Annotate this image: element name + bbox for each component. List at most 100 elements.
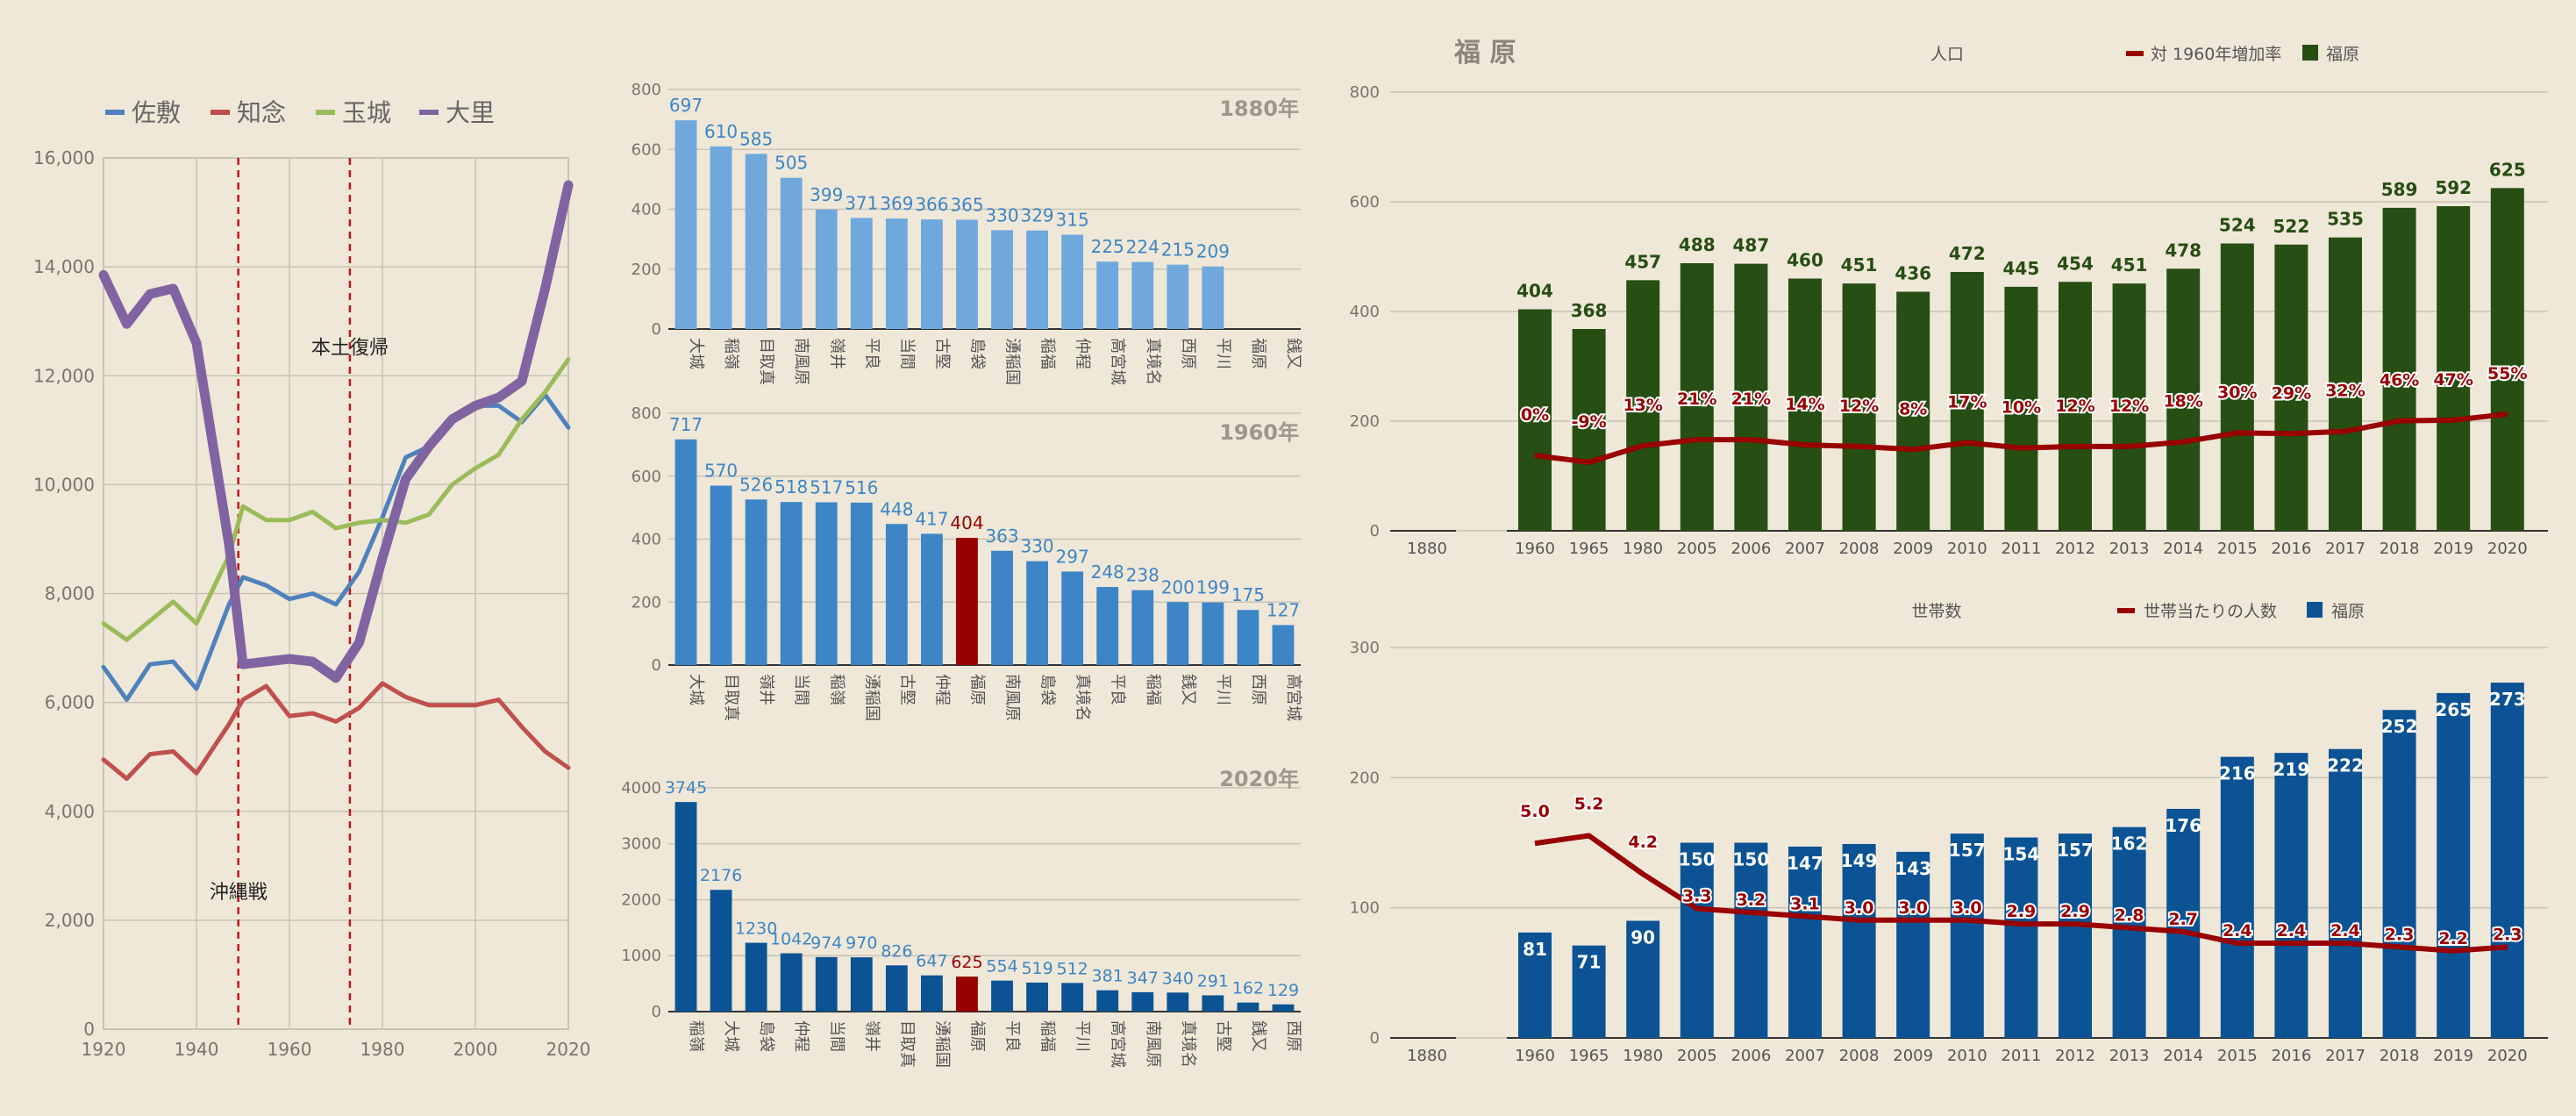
data-label: 445 bbox=[2003, 258, 2040, 279]
bar bbox=[780, 177, 803, 329]
rate-label: 55% bbox=[2487, 364, 2527, 383]
category-label: 2013 bbox=[2109, 540, 2150, 558]
category-label: 2014 bbox=[2163, 540, 2203, 558]
data-label: 150 bbox=[1679, 849, 1716, 870]
data-label: 589 bbox=[2381, 179, 2418, 200]
bar bbox=[2059, 282, 2092, 531]
data-label: 647 bbox=[916, 952, 947, 971]
rate-label: 0% bbox=[1521, 405, 1549, 425]
category-label: 平川 bbox=[1214, 674, 1232, 705]
category-label: 湧稲国 bbox=[932, 1020, 951, 1068]
per-household-label: 4.2 bbox=[1628, 833, 1658, 852]
data-label: 592 bbox=[2435, 177, 2472, 198]
category-label: 2018 bbox=[2380, 1047, 2420, 1065]
bar bbox=[2437, 692, 2471, 1038]
rate-label: 21% bbox=[1677, 390, 1716, 409]
per-household-label: 3.3 bbox=[1682, 887, 1712, 906]
chart-title: 1960年 bbox=[1219, 420, 1299, 445]
data-label: 436 bbox=[1895, 263, 1931, 284]
category-label: 2015 bbox=[2217, 540, 2258, 558]
category-label: 高宮城 bbox=[1109, 338, 1127, 385]
bar bbox=[1202, 602, 1224, 665]
bar bbox=[745, 942, 767, 1012]
category-label: 稲福 bbox=[1038, 338, 1057, 369]
data-label: 535 bbox=[2327, 209, 2364, 230]
category-label: 南風原 bbox=[1003, 674, 1022, 721]
data-label: 238 bbox=[1126, 565, 1160, 586]
rate-label: 30% bbox=[2217, 383, 2257, 402]
bar bbox=[780, 502, 803, 665]
bar bbox=[2490, 188, 2524, 531]
data-label: 368 bbox=[1571, 300, 1608, 321]
data-label: 517 bbox=[810, 477, 843, 498]
data-label: 1230 bbox=[735, 919, 777, 939]
series-line bbox=[1534, 411, 2508, 465]
category-label: 目取真 bbox=[722, 674, 740, 721]
bar bbox=[2004, 837, 2038, 1038]
data-label: 369 bbox=[880, 193, 913, 214]
category-label: 西原 bbox=[1249, 674, 1267, 705]
data-label: 222 bbox=[2327, 755, 2364, 776]
series-line bbox=[101, 392, 571, 703]
category-label: 稲嶺 bbox=[827, 674, 846, 705]
legend-label: 佐敷 bbox=[132, 98, 181, 127]
data-label: 522 bbox=[2273, 216, 2310, 237]
data-label: 273 bbox=[2489, 689, 2526, 710]
data-label: 970 bbox=[846, 934, 877, 953]
category-label: 2015 bbox=[2217, 1047, 2258, 1065]
y-tick-label: 400 bbox=[1350, 303, 1380, 321]
bar bbox=[815, 502, 838, 665]
bar bbox=[885, 524, 908, 665]
category-label: 1965 bbox=[1569, 540, 1609, 558]
data-label: 175 bbox=[1231, 584, 1265, 605]
bar bbox=[991, 980, 1013, 1012]
data-label: 199 bbox=[1196, 577, 1230, 598]
category-label: 仲程 bbox=[932, 674, 951, 705]
bar bbox=[1026, 982, 1049, 1012]
per-household-label: 3.0 bbox=[1952, 898, 1982, 918]
data-label: 347 bbox=[1127, 969, 1159, 988]
bar bbox=[1680, 263, 1714, 531]
chart-title: 2020年 bbox=[1219, 767, 1299, 791]
y-tick-label: 0 bbox=[652, 320, 661, 339]
per-household-label: 3.0 bbox=[1898, 898, 1928, 918]
category-label: 2009 bbox=[1893, 1047, 1933, 1065]
category-label: 稲嶺 bbox=[722, 338, 740, 369]
bar bbox=[956, 976, 978, 1012]
per-household-label: 2.7 bbox=[2168, 910, 2198, 929]
per-household-label: 2.4 bbox=[2223, 921, 2252, 941]
data-label: 512 bbox=[1057, 959, 1088, 978]
data-label: 224 bbox=[1126, 237, 1160, 258]
y-tick-label: 200 bbox=[1350, 412, 1380, 431]
data-label: 149 bbox=[1841, 850, 1878, 871]
rate-label: 32% bbox=[2325, 382, 2365, 401]
data-label: 248 bbox=[1091, 562, 1124, 583]
data-label: 610 bbox=[704, 121, 738, 142]
rate-label: 17% bbox=[1947, 393, 1987, 412]
bar bbox=[1131, 991, 1154, 1012]
legend-bar-swatch bbox=[2307, 602, 2323, 618]
rate-label: 13% bbox=[1623, 396, 1662, 415]
y-tick-label: 0 bbox=[652, 656, 661, 675]
bar bbox=[1096, 587, 1119, 665]
data-label: 291 bbox=[1197, 971, 1229, 991]
category-label: 湧稲国 bbox=[862, 674, 881, 721]
data-label: 454 bbox=[2057, 253, 2094, 274]
bar bbox=[2112, 826, 2146, 1038]
bar bbox=[1842, 283, 1876, 531]
data-label: 219 bbox=[2273, 759, 2310, 780]
legend-label: 大里 bbox=[446, 98, 495, 127]
data-label: 154 bbox=[2003, 844, 2040, 865]
x-tick-label: 2020 bbox=[546, 1039, 591, 1060]
data-label: 625 bbox=[951, 953, 982, 972]
bar bbox=[1131, 261, 1154, 329]
category-label: 2020 bbox=[2487, 1047, 2528, 1065]
data-label: 451 bbox=[1841, 254, 1878, 275]
category-label: 2007 bbox=[1785, 1047, 1825, 1065]
rate-label: 21% bbox=[1731, 390, 1771, 409]
category-label: 平良 bbox=[1003, 1020, 1022, 1052]
rate-label: 12% bbox=[1839, 397, 1879, 416]
bar bbox=[745, 499, 767, 665]
rate-label: 46% bbox=[2380, 371, 2419, 390]
